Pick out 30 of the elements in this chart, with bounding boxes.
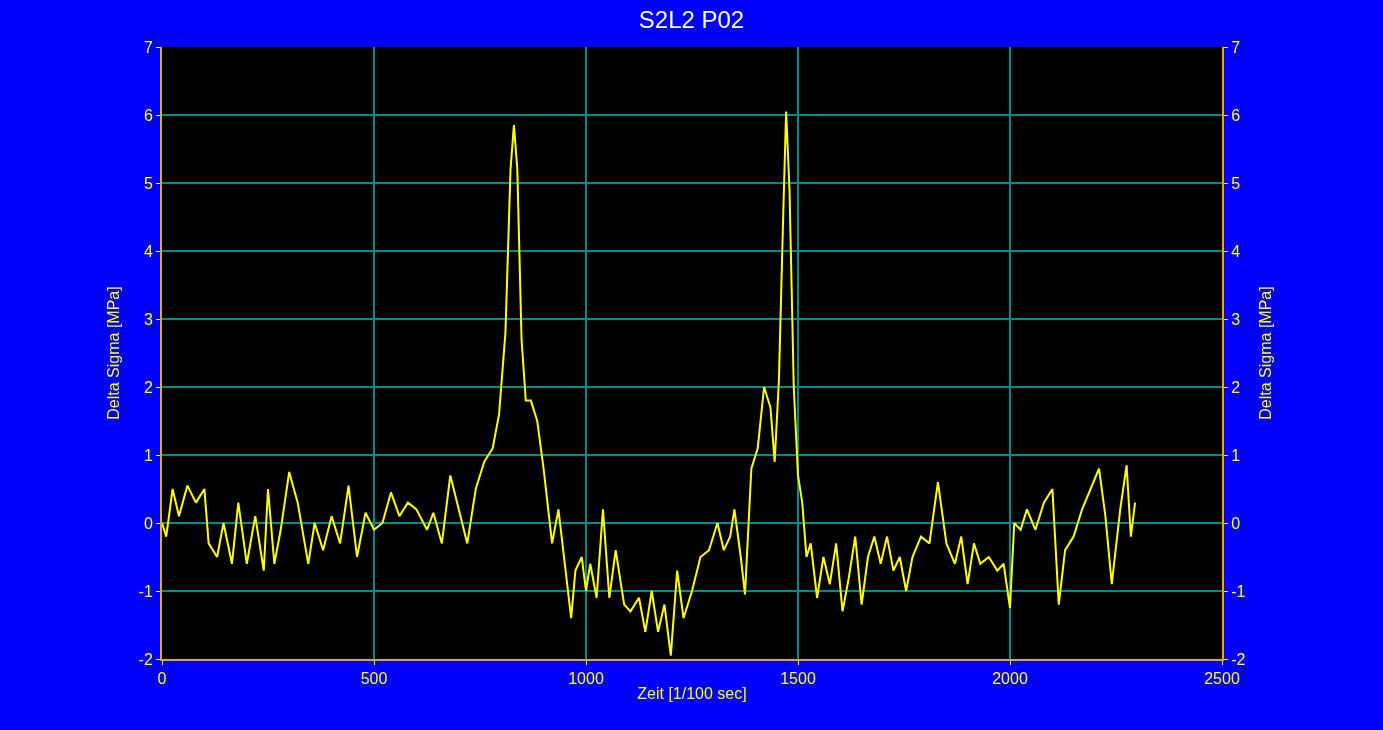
y-axis-title: Delta Sigma [MPa] <box>104 286 122 420</box>
y-tick-label: 5 <box>143 174 153 192</box>
y-tick-label: 0 <box>143 514 153 532</box>
y2-tick-label: 6 <box>1231 106 1241 124</box>
y-tick-label: 6 <box>143 106 153 124</box>
x-tick-label: 2000 <box>992 670 1028 688</box>
y2-tick-label: 1 <box>1231 446 1241 464</box>
x-tick-label: 1500 <box>780 670 816 688</box>
x-tick-label: 0 <box>157 670 167 688</box>
x-tick-label: 500 <box>360 670 388 688</box>
y2-tick-label: 7 <box>1231 38 1241 56</box>
y-tick-label: -2 <box>138 650 153 668</box>
y2-tick-label: -1 <box>1231 582 1246 600</box>
y2-tick-label: 3 <box>1231 310 1241 328</box>
y-tick-label: 3 <box>143 310 153 328</box>
x-tick-label: 1000 <box>568 670 604 688</box>
chart-title: S2L2 P02 <box>638 5 745 33</box>
y2-tick-label: -2 <box>1231 650 1246 668</box>
y-tick-label: 2 <box>143 378 153 396</box>
y-tick-label: 7 <box>143 38 153 56</box>
x-tick-label: 2500 <box>1204 670 1240 688</box>
y-tick-label: -1 <box>138 582 153 600</box>
y2-tick-label: 5 <box>1231 174 1241 192</box>
y2-tick-label: 0 <box>1231 514 1241 532</box>
x-axis-title: Zeit [1/100 sec] <box>637 685 747 703</box>
y-tick-label: 4 <box>143 242 153 260</box>
y-tick-label: 1 <box>143 446 153 464</box>
y2-tick-label: 4 <box>1231 242 1241 260</box>
y2-tick-label: 2 <box>1231 378 1241 396</box>
y2-axis-title: Delta Sigma [MPa] <box>1256 286 1274 420</box>
